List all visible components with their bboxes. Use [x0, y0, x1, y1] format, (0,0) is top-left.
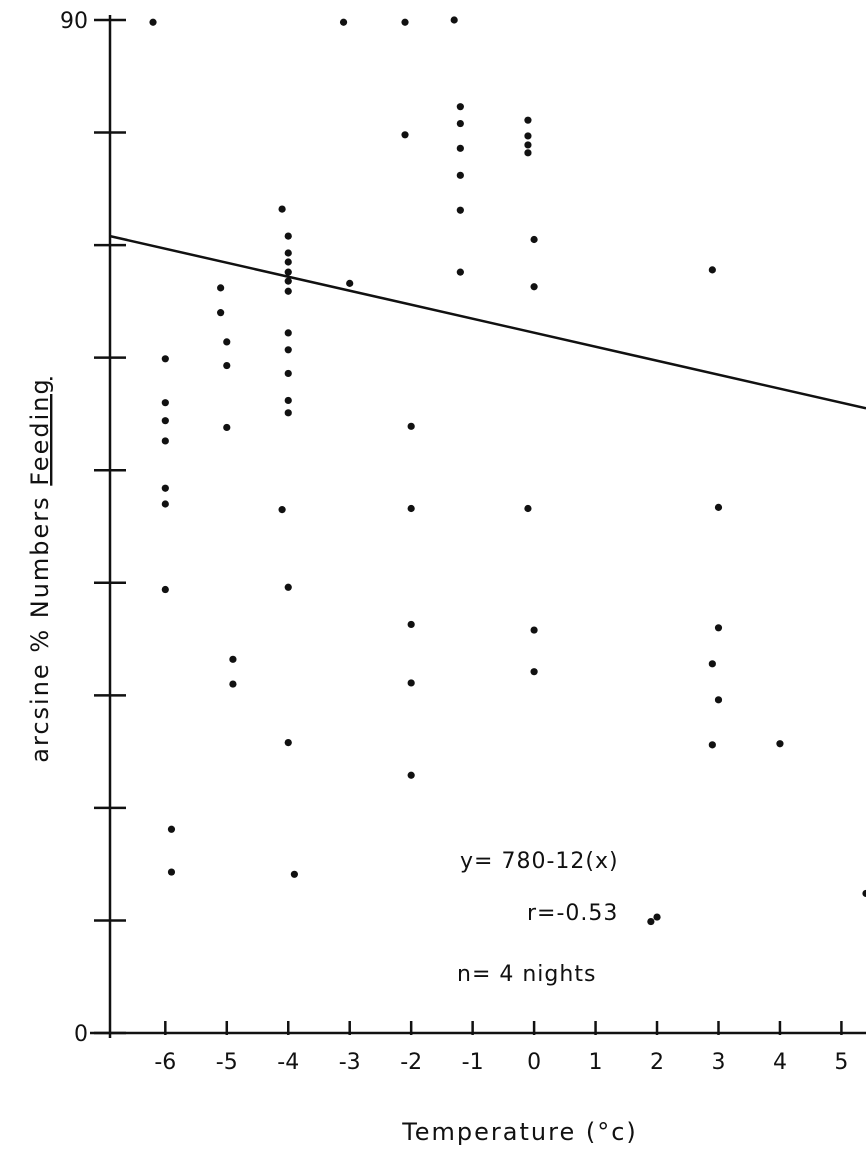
data-point-61	[714, 503, 723, 511]
data-point-35	[401, 18, 409, 26]
data-point-37	[407, 422, 415, 430]
data-point-57	[530, 668, 538, 676]
data-point-0	[149, 18, 157, 26]
x-tick-label--6: -6	[154, 1050, 176, 1075]
data-point-47	[456, 206, 464, 214]
data-point-42	[450, 16, 458, 24]
data-point-49	[524, 116, 532, 124]
data-point-26	[284, 369, 292, 378]
x-tick-label--2: -2	[400, 1050, 422, 1075]
data-point-15	[229, 655, 237, 663]
data-point-67	[862, 889, 866, 898]
data-point-41	[407, 771, 415, 779]
data-point-33	[339, 18, 348, 26]
y-axis-title-prefix: arcsine % Numbers	[26, 486, 54, 763]
x-tick-label-1: 1	[589, 1050, 603, 1075]
data-point-34	[346, 279, 354, 287]
data-point-46	[456, 171, 464, 179]
data-point-66	[776, 740, 784, 748]
data-point-2	[161, 399, 169, 407]
data-point-17	[278, 205, 286, 213]
data-point-48	[456, 268, 464, 276]
x-tick-label-5: 5	[834, 1050, 848, 1075]
regression-line	[109, 234, 866, 410]
x-ticks: -6 -5 -4 -3 -2 -1 0 1 2 3 4 5	[154, 1021, 848, 1075]
data-point-3	[161, 417, 169, 425]
sample-size: n= 4 nights	[457, 962, 596, 987]
data-point-50	[524, 132, 532, 140]
data-point-16	[229, 680, 237, 688]
y-tick-label-90: 90	[60, 9, 88, 34]
data-point-55	[524, 504, 532, 513]
data-point-28	[284, 409, 292, 417]
data-point-32	[290, 870, 298, 878]
data-point-31	[284, 739, 292, 747]
data-point-27	[284, 396, 292, 405]
data-point-8	[167, 825, 176, 833]
data-point-52	[524, 149, 532, 157]
data-point-45	[456, 144, 464, 152]
data-point-39	[407, 620, 415, 629]
x-tick-label-3: 3	[711, 1050, 725, 1075]
data-point-40	[407, 679, 415, 687]
data-point-43	[456, 103, 464, 111]
data-point-56	[530, 626, 538, 634]
data-point-30	[284, 583, 292, 591]
data-point-44	[456, 119, 464, 128]
x-tick-label--5: -5	[216, 1050, 238, 1075]
data-point-5	[161, 484, 169, 492]
x-tick-label--4: -4	[277, 1050, 299, 1075]
data-point-29	[278, 506, 286, 514]
data-point-19	[284, 249, 292, 257]
data-point-14	[223, 423, 231, 432]
x-tick-label-2: 2	[650, 1050, 664, 1075]
data-point-38	[407, 504, 415, 513]
data-point-65	[708, 741, 716, 749]
data-point-62	[714, 624, 723, 632]
data-point-58	[647, 917, 655, 926]
data-point-51	[524, 141, 532, 149]
data-point-25	[284, 346, 292, 354]
data-point-63	[708, 660, 716, 668]
data-point-53	[530, 235, 538, 244]
data-points	[149, 16, 866, 926]
data-point-22	[284, 277, 292, 285]
data-point-12	[223, 338, 231, 346]
y-axis-title-emphasis: Feeding	[26, 377, 54, 485]
data-point-64	[714, 696, 723, 704]
y-axis-title: arcsine % Numbers Feeding	[26, 377, 54, 762]
data-point-24	[284, 329, 292, 337]
correlation-coefficient: r=-0.53	[527, 901, 618, 926]
x-tick-label-4: 4	[773, 1050, 787, 1075]
data-point-54	[530, 283, 538, 291]
regression-equation: y= 780-12(x)	[460, 849, 619, 874]
data-point-10	[217, 284, 225, 292]
data-point-9	[167, 868, 176, 876]
x-tick-label-0: 0	[527, 1050, 541, 1075]
data-point-21	[284, 268, 292, 276]
data-point-36	[401, 131, 409, 139]
y-ticks: 0 90	[60, 9, 126, 1047]
data-point-4	[161, 437, 169, 445]
data-point-6	[161, 500, 169, 508]
x-axis-title: Temperature (°c)	[401, 1118, 638, 1146]
axes	[90, 15, 866, 1038]
data-point-59	[653, 913, 661, 921]
y-tick-label-0: 0	[74, 1022, 88, 1047]
data-point-11	[217, 309, 225, 317]
data-point-60	[708, 266, 716, 274]
data-point-13	[223, 361, 231, 370]
data-point-1	[161, 355, 169, 363]
x-tick-label--1: -1	[462, 1050, 484, 1075]
data-point-7	[161, 585, 169, 594]
data-point-23	[284, 287, 292, 295]
data-point-20	[284, 258, 292, 266]
data-point-18	[284, 232, 292, 240]
x-tick-label--3: -3	[339, 1050, 361, 1075]
